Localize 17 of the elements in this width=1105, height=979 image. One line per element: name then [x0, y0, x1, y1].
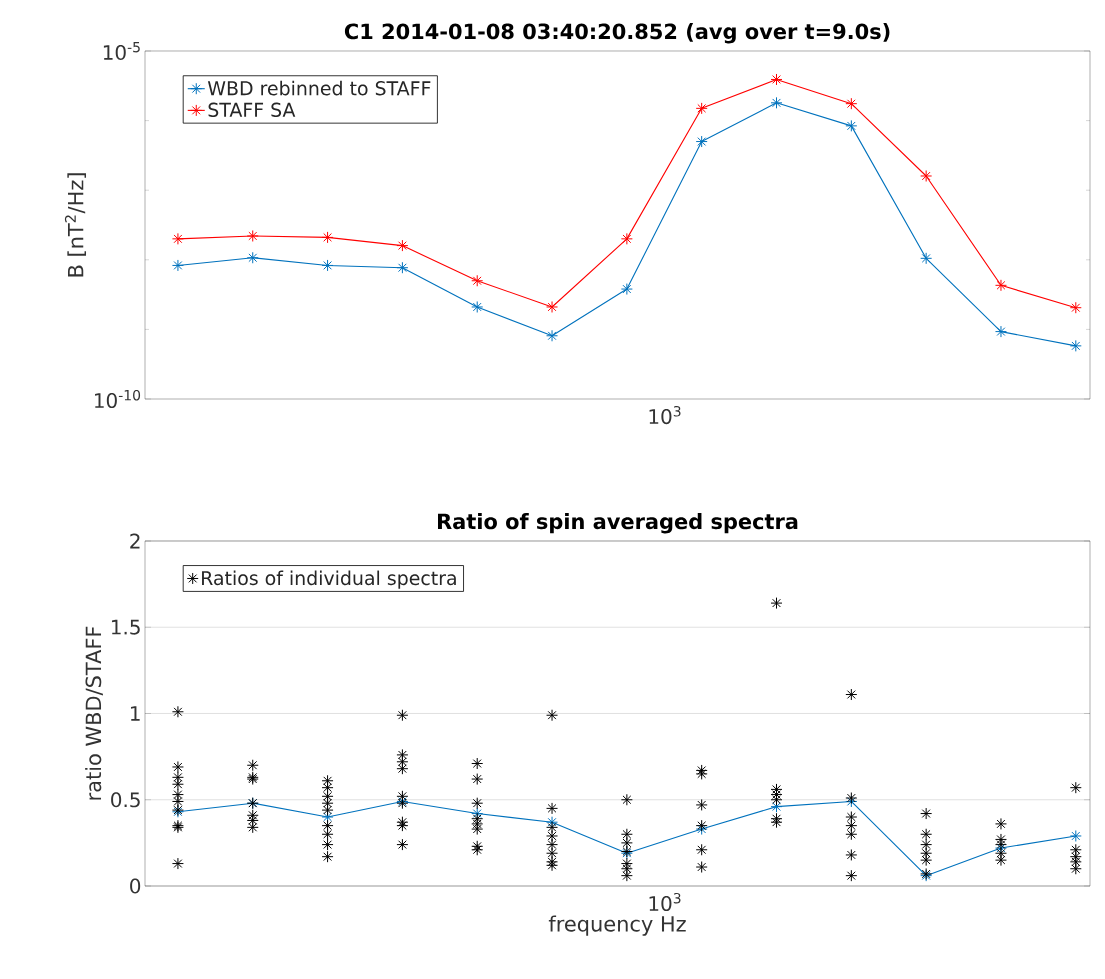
- legend-label: STAFF SA: [208, 102, 296, 117]
- chart-title: C1 2014-01-08 03:40:20.852 (avg over t=9.0s): [344, 23, 890, 44]
- text: 10$^{3}$: [649, 892, 681, 912]
- y-tick-label: 1.5: [111, 619, 140, 635]
- y-axis-title: B [nT$^{2}$/Hz]: [64, 173, 87, 277]
- y-axis-title: ratio WBD/STAFF: [85, 626, 103, 800]
- y-tick-label: 10$^{-5}$: [103, 42, 140, 60]
- legend-label: WBD rebinned to STAFF: [207, 80, 431, 96]
- y-tick-label: 2: [130, 533, 140, 549]
- y-tick-label: 0: [130, 878, 141, 894]
- x-axis-title: frequency Hz: [548, 915, 686, 936]
- y-tick-label: 1: [130, 706, 140, 721]
- text: 10$^{3}$: [649, 405, 681, 425]
- y-tick-label: 10$^{-10}$: [95, 389, 141, 409]
- y-tick-label: 0.5: [111, 792, 140, 808]
- legend-label: Ratios of individual spectra: [202, 570, 456, 589]
- chart-title: Ratio of spin averaged spectra: [438, 513, 798, 534]
